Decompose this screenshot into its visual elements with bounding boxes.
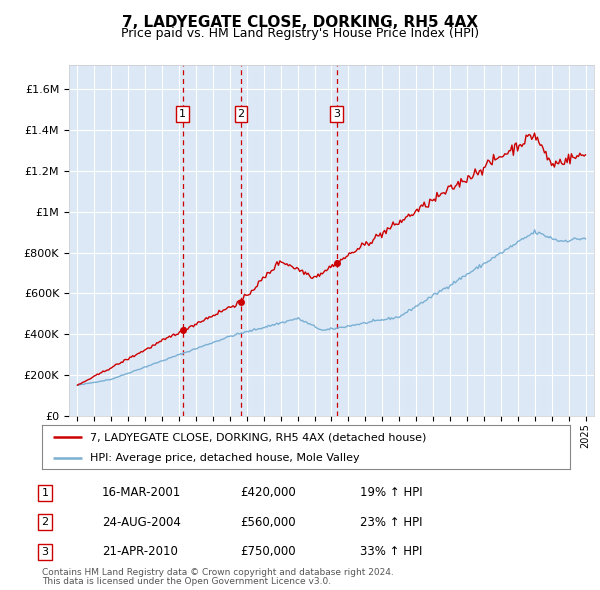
Text: 1: 1	[41, 488, 49, 497]
Text: £750,000: £750,000	[240, 545, 296, 558]
Text: £420,000: £420,000	[240, 486, 296, 499]
Text: 21-APR-2010: 21-APR-2010	[102, 545, 178, 558]
Text: 3: 3	[41, 547, 49, 556]
Text: 33% ↑ HPI: 33% ↑ HPI	[360, 545, 422, 558]
Text: This data is licensed under the Open Government Licence v3.0.: This data is licensed under the Open Gov…	[42, 578, 331, 586]
Text: 1: 1	[179, 109, 186, 119]
Text: HPI: Average price, detached house, Mole Valley: HPI: Average price, detached house, Mole…	[89, 453, 359, 463]
Text: 2: 2	[238, 109, 244, 119]
Text: 19% ↑ HPI: 19% ↑ HPI	[360, 486, 422, 499]
Text: Contains HM Land Registry data © Crown copyright and database right 2024.: Contains HM Land Registry data © Crown c…	[42, 568, 394, 577]
Text: £560,000: £560,000	[240, 516, 296, 529]
Text: 7, LADYEGATE CLOSE, DORKING, RH5 4AX (detached house): 7, LADYEGATE CLOSE, DORKING, RH5 4AX (de…	[89, 432, 426, 442]
Text: 3: 3	[333, 109, 340, 119]
Text: 16-MAR-2001: 16-MAR-2001	[102, 486, 181, 499]
Text: 24-AUG-2004: 24-AUG-2004	[102, 516, 181, 529]
Text: 23% ↑ HPI: 23% ↑ HPI	[360, 516, 422, 529]
Text: 2: 2	[41, 517, 49, 527]
Text: 7, LADYEGATE CLOSE, DORKING, RH5 4AX: 7, LADYEGATE CLOSE, DORKING, RH5 4AX	[122, 15, 478, 30]
Text: Price paid vs. HM Land Registry's House Price Index (HPI): Price paid vs. HM Land Registry's House …	[121, 27, 479, 40]
